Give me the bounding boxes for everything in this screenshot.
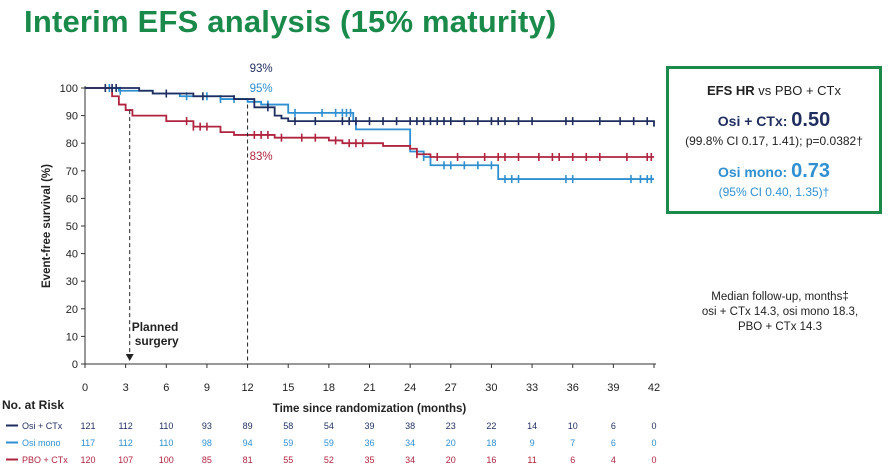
risk-count: 4 (611, 455, 616, 465)
risk-count: 110 (159, 438, 173, 448)
y-tick-label: 50 (66, 221, 78, 233)
chart-title: Interim EFS analysis (15% maturity) (24, 4, 557, 39)
hr-heading: EFS HR vs PBO + CTx (707, 83, 841, 98)
risk-count: 35 (364, 455, 374, 465)
risk-count: 54 (324, 421, 334, 431)
risk-count: 112 (118, 421, 132, 431)
x-tick-label: 18 (323, 382, 335, 394)
x-tick-label: 36 (567, 382, 579, 394)
risk-count: 117 (81, 438, 95, 448)
pct-pbo-ctx-label: 83% (250, 151, 273, 163)
risk-count: 98 (202, 438, 212, 448)
risk-table-header: No. at Risk (2, 398, 64, 412)
y-tick-label: 90 (66, 111, 78, 123)
risk-count: 100 (159, 455, 174, 465)
x-tick-label: 6 (163, 382, 169, 394)
x-axis-label: Time since randomization (months) (273, 403, 467, 415)
y-tick-label: 100 (60, 83, 78, 95)
risk-count: 59 (324, 438, 334, 448)
surgery-arrow (125, 354, 134, 361)
risk-count: 93 (202, 421, 212, 431)
risk-count: 52 (324, 455, 334, 465)
km-curve-pbo_ctx (85, 87, 654, 158)
risk-count: 14 (527, 421, 537, 431)
risk-count: 81 (243, 455, 253, 465)
y-tick-label: 70 (66, 166, 78, 178)
y-tick-label: 80 (66, 138, 78, 150)
x-tick-label: 0 (82, 382, 88, 394)
hr-osi-mono-ci: (95% CI 0.40, 1.35)† (718, 185, 830, 199)
pct-osi-ctx-label: 93% (250, 63, 273, 75)
risk-count: 18 (486, 438, 496, 448)
risk-count: 0 (651, 455, 656, 465)
risk-row-label: PBO + CTx (22, 455, 68, 465)
km-curve-osi_mono (85, 87, 654, 180)
x-tick-label: 42 (648, 382, 660, 394)
y-tick-label: 0 (72, 359, 78, 371)
risk-count: 59 (283, 438, 293, 448)
risk-count: 89 (243, 421, 253, 431)
hr-osi-mono: Osi mono: 0.73 (717, 160, 831, 182)
hr-osi-ctx-ci: (99.8% CI 0.17, 1.41); p=0.0382† (685, 134, 863, 148)
x-tick-label: 12 (241, 382, 253, 394)
x-tick-label: 21 (363, 382, 375, 394)
x-tick-label: 33 (526, 382, 538, 394)
risk-count: 107 (118, 455, 133, 465)
y-tick-label: 20 (66, 304, 78, 316)
x-tick-label: 39 (607, 382, 619, 394)
x-tick-label: 27 (445, 382, 457, 394)
risk-count: 6 (611, 438, 616, 448)
risk-count: 85 (202, 455, 212, 465)
risk-count: 22 (486, 421, 496, 431)
y-tick-label: 60 (66, 193, 78, 205)
risk-count: 0 (651, 438, 656, 448)
risk-count: 94 (243, 438, 253, 448)
risk-count: 7 (570, 438, 575, 448)
hazard-ratio-box: EFS HR vs PBO + CTx Osi + CTx: 0.50 (99.… (666, 66, 882, 214)
risk-count: 110 (159, 421, 173, 431)
y-axis-label: Event-free survival (%) (41, 164, 53, 288)
x-tick-label: 3 (123, 382, 129, 394)
risk-count: 23 (446, 421, 456, 431)
risk-count: 121 (80, 421, 95, 431)
risk-count: 55 (283, 455, 293, 465)
hr-osi-ctx: Osi + CTx: 0.50 (717, 109, 831, 131)
surgery-label: Planned (132, 320, 179, 334)
risk-count: 16 (486, 455, 496, 465)
risk-count: 0 (651, 421, 656, 431)
risk-count: 6 (570, 455, 575, 465)
x-tick-label: 30 (485, 382, 497, 394)
risk-count: 6 (611, 421, 616, 431)
risk-count: 34 (405, 438, 415, 448)
risk-count: 20 (446, 438, 456, 448)
risk-row-label: Osi + CTx (22, 421, 63, 431)
y-tick-label: 30 (66, 276, 78, 288)
risk-count: 58 (283, 421, 293, 431)
risk-count: 39 (364, 421, 374, 431)
x-tick-label: 9 (204, 382, 210, 394)
risk-count: 112 (118, 438, 132, 448)
risk-count: 11 (527, 455, 536, 465)
surgery-label: surgery (135, 334, 179, 348)
risk-count: 20 (446, 455, 456, 465)
y-tick-label: 40 (66, 249, 78, 261)
y-tick-label: 10 (66, 331, 78, 343)
km-curve-osi_ctx (85, 87, 655, 127)
pct-osi-mono-label: 95% (250, 83, 273, 95)
risk-count: 36 (364, 438, 374, 448)
risk-count: 10 (568, 421, 578, 431)
x-tick-label: 15 (282, 382, 294, 394)
risk-count: 120 (80, 455, 95, 465)
followup-note: Median follow-up, months‡ osi + CTx 14.3… (701, 291, 859, 333)
x-tick-label: 24 (404, 382, 416, 394)
risk-count: 9 (530, 438, 535, 448)
risk-count: 38 (405, 421, 415, 431)
risk-count: 34 (405, 455, 415, 465)
risk-row-label: Osi mono (22, 438, 61, 448)
